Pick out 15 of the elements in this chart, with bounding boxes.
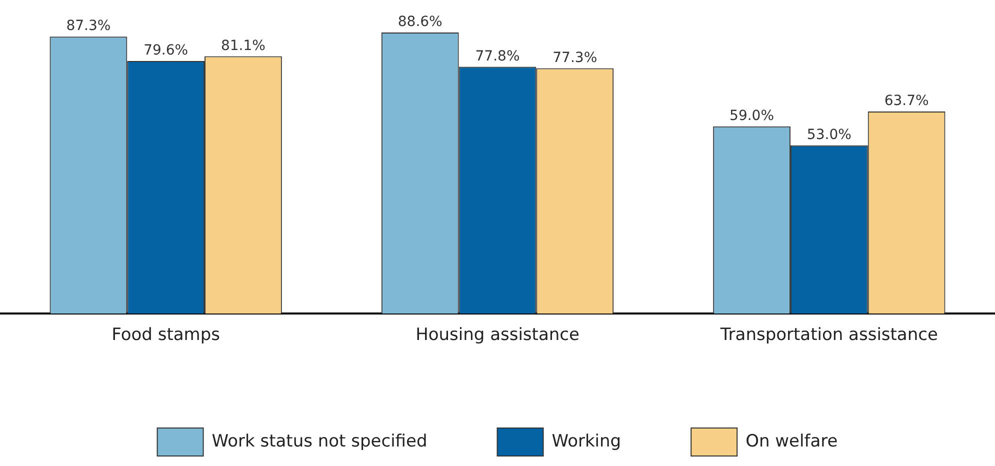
x-tick-label: Transportation assistance [719, 325, 938, 346]
data-label: 87.3% [66, 18, 111, 34]
data-label: 59.0% [730, 108, 774, 124]
data-label: 88.6% [398, 14, 442, 30]
data-label: 77.3% [552, 50, 598, 66]
x-tick-label: Food stamps [112, 325, 220, 346]
data-label: 81.1% [220, 38, 266, 54]
data-label: 63.7% [884, 93, 929, 110]
data-label: 79.6% [144, 42, 188, 59]
data-label: 77.8% [475, 48, 520, 64]
data-label: 53.0% [806, 127, 852, 144]
legend-label: Work status not specified [212, 431, 428, 452]
x-tick-label: Housing assistance [416, 325, 580, 346]
legend-label: Working [552, 431, 622, 452]
legend-label: On welfare [746, 431, 838, 452]
